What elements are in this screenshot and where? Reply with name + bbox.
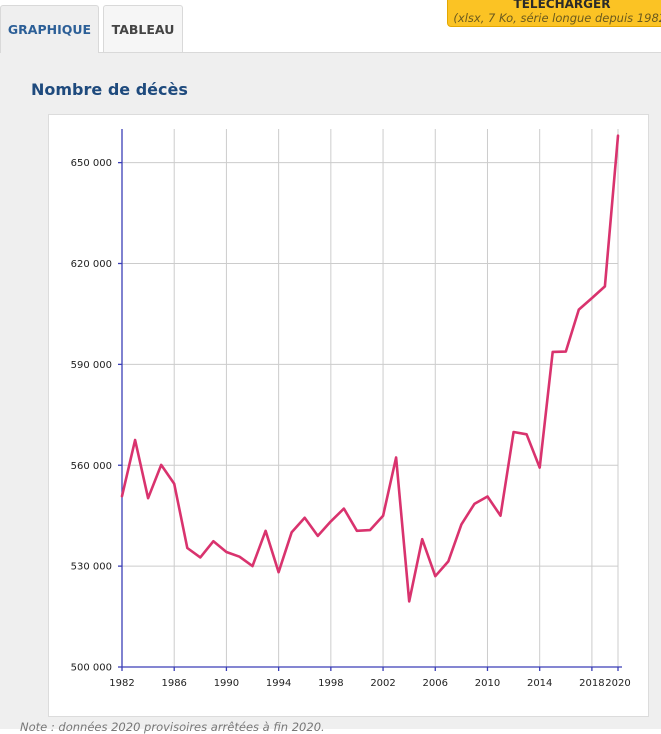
y-tick-label: 530 000 <box>71 562 112 573</box>
x-tick-label: 1998 <box>318 678 343 689</box>
download-button[interactable]: TÉLÉCHARGER (xlsx, 7 Ko, série longue de… <box>447 0 661 27</box>
y-tick-label: 560 000 <box>71 461 112 472</box>
x-tick-label: 2006 <box>423 678 448 689</box>
tab-bar: GRAPHIQUE TABLEAU TÉLÉCHARGER (xlsx, 7 K… <box>0 0 661 53</box>
x-tick-label: 1990 <box>214 678 239 689</box>
y-tick-label: 500 000 <box>71 663 112 674</box>
tab-tableau[interactable]: TABLEAU <box>103 5 183 52</box>
chart-container: 500 000 530 000 560 000 590 000 620 000 650 0… <box>48 114 649 717</box>
x-tick-label: 2014 <box>527 678 552 689</box>
line-chart: 500 000 530 000 560 000 590 000 620 000 650 0… <box>71 129 631 689</box>
download-subtitle: (xlsx, 7 Ko, série longue depuis 1982) <box>453 11 661 25</box>
x-tick-label: 2020 <box>605 678 630 689</box>
x-tick-label: 1986 <box>161 678 186 689</box>
download-title: TÉLÉCHARGER <box>513 0 611 11</box>
y-tick-label: 620 000 <box>71 259 112 270</box>
y-tick-label: 650 000 <box>71 158 112 169</box>
x-tick-label: 1994 <box>266 678 291 689</box>
series-line <box>120 134 620 603</box>
x-tick-label: 2002 <box>370 678 395 689</box>
x-tick-label: 1982 <box>109 678 134 689</box>
chart-title: Nombre de décès <box>31 80 188 99</box>
x-tick-label: 2018 <box>579 678 604 689</box>
chart-note: Note : données 2020 provisoires arrêtées… <box>20 720 325 734</box>
x-tick-label: 2010 <box>475 678 500 689</box>
y-tick-label: 590 000 <box>71 360 112 371</box>
tab-graphique[interactable]: GRAPHIQUE <box>0 5 99 53</box>
